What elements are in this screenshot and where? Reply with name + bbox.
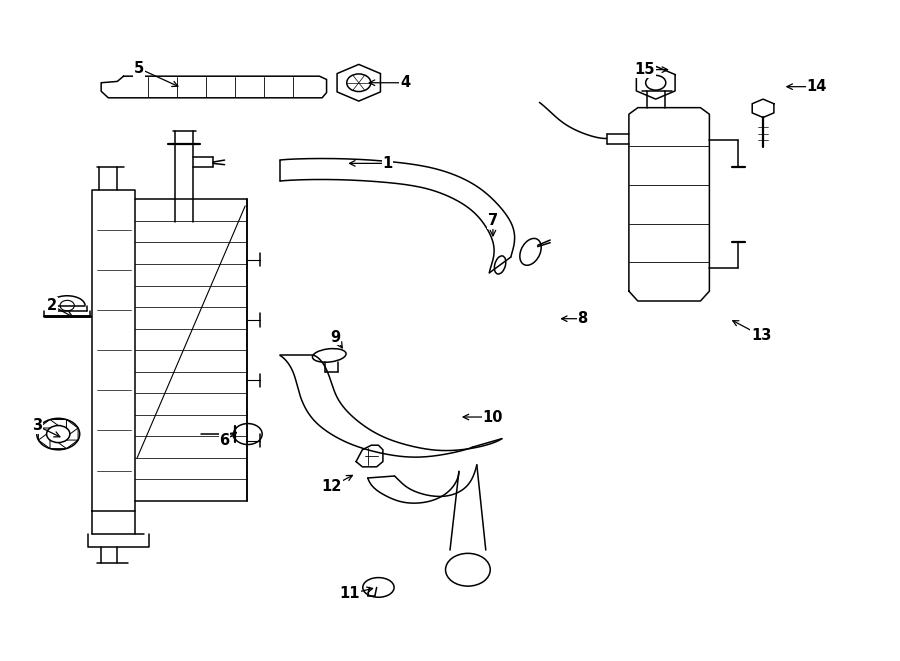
Text: 13: 13: [752, 329, 771, 343]
Text: 1: 1: [382, 156, 392, 171]
Text: 11: 11: [339, 586, 360, 602]
Text: 8: 8: [577, 311, 588, 326]
Text: 7: 7: [488, 213, 498, 228]
Text: 9: 9: [330, 330, 340, 344]
Text: 6: 6: [220, 433, 230, 448]
Text: 4: 4: [400, 75, 410, 91]
Text: 3: 3: [32, 418, 41, 433]
Text: 14: 14: [806, 79, 827, 94]
Text: 10: 10: [482, 410, 503, 424]
Text: 12: 12: [321, 479, 342, 494]
Text: 15: 15: [634, 62, 655, 77]
Text: 5: 5: [133, 61, 144, 76]
Text: 2: 2: [47, 298, 57, 313]
